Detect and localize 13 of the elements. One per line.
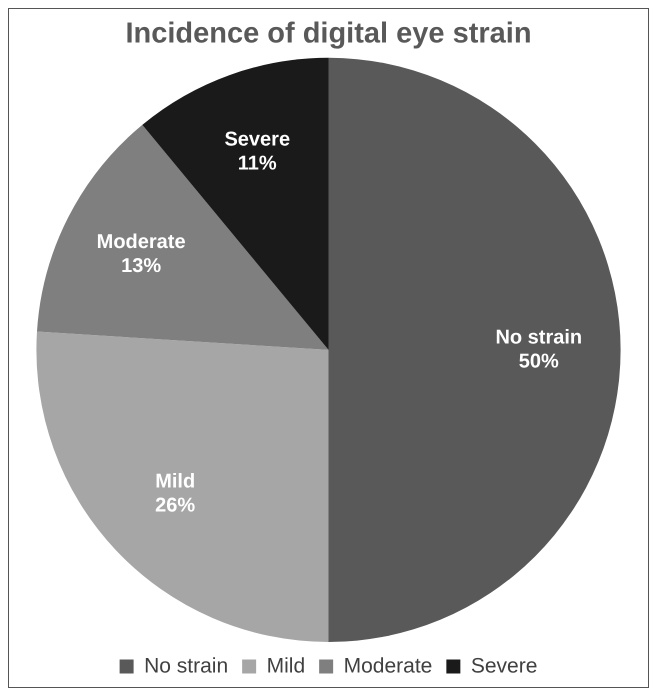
- slice-label: Mild: [155, 470, 196, 492]
- data-label: 11%: [238, 152, 277, 175]
- legend-label: Moderate: [344, 654, 432, 678]
- legend-label: No strain: [144, 654, 228, 678]
- data-label: 13%: [121, 254, 162, 277]
- data-label: 26%: [155, 494, 196, 516]
- data-label: 50%: [518, 350, 560, 372]
- slice-label: Moderate: [96, 230, 186, 253]
- legend-label: Severe: [470, 654, 538, 678]
- legend-label: Mild: [266, 654, 306, 678]
- slice-label: Severe: [224, 128, 290, 151]
- chart-title: Incidence of digital eye strain: [125, 17, 532, 50]
- slice-label: No strain: [495, 326, 582, 348]
